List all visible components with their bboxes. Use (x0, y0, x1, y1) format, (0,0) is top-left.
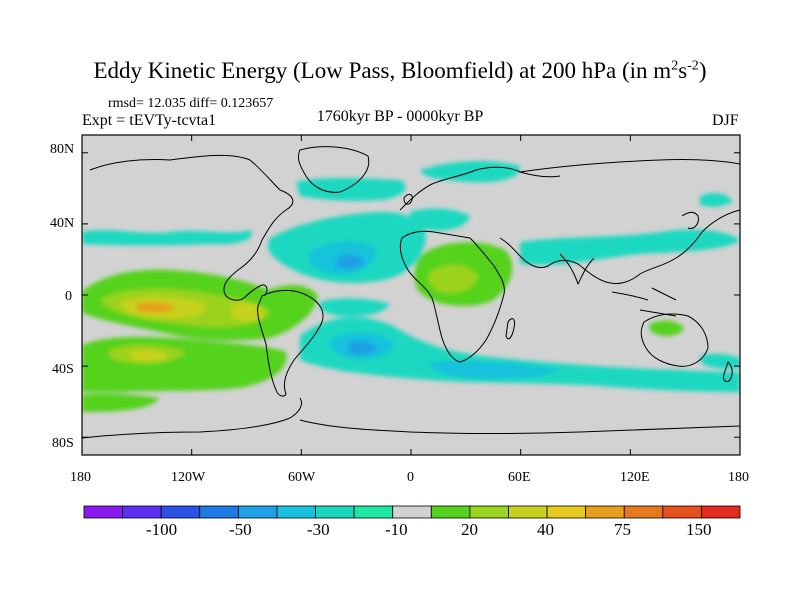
colorbar-label: 75 (614, 520, 631, 539)
colorbar-label: 40 (537, 520, 554, 539)
coastline-antarctica (82, 397, 740, 439)
coastline-japan (681, 211, 699, 229)
lon-label-120w: 120W (171, 470, 206, 485)
coastline-indonesia (611, 287, 677, 317)
contour-region (409, 208, 470, 231)
colorbar-cell (585, 505, 625, 519)
colorbar-label: -10 (385, 520, 408, 539)
axis-ticks (81, 135, 741, 455)
contour-region (135, 302, 176, 313)
season-label: DJF (712, 112, 739, 129)
colorbar-cell (160, 505, 201, 519)
colorbar-label: -50 (229, 520, 252, 539)
colorbar-cell (430, 505, 471, 519)
lat-label-80n: 80N (50, 142, 75, 157)
colorbar-cell (122, 505, 162, 519)
coastline-north-america (89, 154, 294, 301)
stats-text: rmsd= 12.035 diff= 0.123657 (108, 96, 274, 111)
lat-label-80s: 80S (52, 436, 74, 451)
lat-label-40s: 40S (52, 362, 74, 377)
contour-region (300, 317, 740, 392)
contour-region (336, 254, 364, 270)
lat-label-0: 0 (65, 289, 72, 304)
coastline-india (559, 253, 595, 285)
coastline-new-zealand (723, 361, 733, 383)
contour-region (428, 264, 478, 294)
colorbar-cell (546, 505, 587, 519)
lon-label-120e: 120E (620, 470, 650, 485)
colorbar-cell (662, 505, 702, 519)
contour-region (128, 350, 168, 361)
colorbar-label: -30 (307, 520, 330, 539)
lon-label-180e: 180 (728, 470, 749, 485)
chart-title: Eddy Kinetic Energy (Low Pass, Bloomfiel… (93, 58, 707, 83)
colorbar-label: 150 (686, 520, 712, 539)
coastline-uk (403, 193, 413, 205)
colorbar-cell (469, 505, 509, 519)
contour-region (649, 320, 684, 336)
contour-region (429, 361, 560, 379)
contour-region (348, 341, 378, 355)
contour-region (82, 230, 252, 246)
coastlines (82, 146, 740, 439)
coastline-greenland (297, 146, 370, 193)
colorbar-cell (237, 505, 278, 519)
lon-label-60e: 60E (508, 470, 531, 485)
colorbar-cell (392, 505, 432, 519)
contour-region (232, 303, 264, 322)
colorbar-cell (315, 505, 355, 519)
lon-label-180w: 180 (70, 470, 91, 485)
colorbar-cell (508, 505, 548, 519)
lon-label-0: 0 (407, 470, 414, 485)
coastline-australia (640, 313, 709, 367)
contour-region (296, 178, 406, 201)
colorbar-cell (199, 505, 239, 519)
coastline-europe (399, 166, 561, 211)
contour-region (82, 393, 160, 412)
lon-label-60w: 60W (288, 470, 316, 485)
coastline-madagascar (505, 318, 515, 340)
colorbar-cell (353, 505, 394, 519)
coastline-south-america (257, 289, 324, 397)
colorbar-cell (276, 505, 316, 519)
coastline-asia (499, 158, 740, 285)
contour-region (520, 229, 740, 265)
colorbar-label: 20 (461, 520, 478, 539)
coastline-africa (399, 230, 505, 363)
contour-region (319, 298, 390, 317)
colorbar-cell (623, 505, 664, 519)
lat-label-40n: 40N (50, 216, 75, 231)
colorbar-cell (701, 505, 741, 519)
colorbar-label: -100 (146, 520, 178, 539)
contour-region (700, 193, 732, 207)
period-label: 1760kyr BP - 0000kyr BP (316, 108, 484, 125)
experiment-label: Expt = tEVTy-tcvta1 (82, 112, 217, 129)
colorbar-cell (83, 505, 123, 519)
